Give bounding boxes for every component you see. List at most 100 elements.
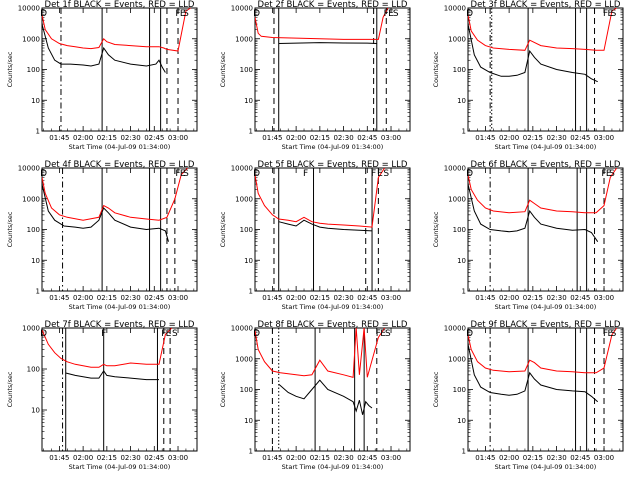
y-tick-label: 10 — [244, 257, 253, 265]
saa-marker-label: D — [40, 329, 47, 339]
detector-panel-6: Det 6f BLACK = Events, RED = LLD 1 10 100 10… — [432, 160, 624, 311]
x-tick-label: 03:00 — [168, 454, 188, 462]
event-rate-line — [468, 183, 599, 242]
x-tick-label: 02:30 — [333, 294, 353, 302]
saa-marker-label: D — [466, 329, 473, 339]
x-tick-label: 02:00 — [73, 454, 93, 462]
x-axis-label: Start Time (04-Jul-09 01:34:00) — [69, 463, 171, 471]
x-tick-label: 03:00 — [594, 294, 614, 302]
x-tick-label: 02:00 — [499, 134, 519, 142]
x-tick-label: 01:45 — [49, 134, 69, 142]
saa-marker-label: D — [253, 169, 260, 179]
panel-title: Det 6f BLACK = Events, RED = LLD — [471, 160, 621, 170]
saa-marker-label: D — [253, 329, 260, 339]
x-tick-label: 02:00 — [286, 454, 306, 462]
event-rate-line — [42, 23, 166, 73]
x-tick-label: 01:45 — [475, 294, 495, 302]
saa-marker-label: F — [175, 9, 180, 19]
x-tick-label: 02:30 — [120, 454, 140, 462]
saa-marker-label: S — [383, 169, 389, 179]
y-tick-label: 10 — [31, 407, 40, 415]
x-tick-label: 02:00 — [286, 134, 306, 142]
saa-marker-label: F — [384, 9, 389, 19]
y-tick-label: 100 — [240, 226, 253, 234]
y-axis-label: Counts/sec — [219, 211, 227, 247]
y-tick-label: 1 — [462, 448, 466, 456]
y-tick-label: 10 — [457, 417, 466, 425]
lld-rate-line — [255, 168, 386, 228]
saa-marker-label: F — [175, 169, 180, 179]
y-tick-label: 1 — [36, 288, 40, 296]
y-axis-label: Counts/sec — [219, 51, 227, 87]
y-tick-label: 1 — [462, 288, 466, 296]
panel-title: Det 1f BLACK = Events, RED = LLD — [45, 0, 195, 10]
x-tick-label: 02:45 — [570, 454, 590, 462]
saa-marker-label: S — [183, 169, 189, 179]
plot-area — [42, 8, 191, 131]
saa-marker-label: F — [376, 329, 381, 339]
y-tick-label: 10000 — [444, 5, 466, 13]
x-axis-label: Start Time (04-Jul-09 01:34:00) — [282, 143, 384, 151]
plot-frame — [467, 327, 624, 452]
y-tick-label: 100 — [453, 66, 466, 74]
y-tick-label: 10000 — [231, 165, 253, 173]
detector-panel-7: Det 7f BLACK = Events, RED = LLD 10 100 100… — [6, 320, 198, 471]
x-tick-label: 01:45 — [49, 454, 69, 462]
detector-panel-8: Det 8f BLACK = Events, RED = LLD 1 10 100 10… — [219, 320, 411, 471]
plot-frame — [41, 167, 198, 292]
saa-marker-label: D — [40, 9, 47, 19]
x-tick-label: 02:45 — [570, 134, 590, 142]
x-tick-label: 02:30 — [120, 294, 140, 302]
y-tick-label: 10 — [31, 97, 40, 105]
event-rate-line — [65, 370, 159, 381]
saa-marker-label: E — [180, 169, 186, 179]
x-tick-label: 01:45 — [262, 134, 282, 142]
panel-title: Det 8f BLACK = Events, RED = LLD — [258, 320, 408, 330]
x-tick-label: 02:45 — [144, 454, 164, 462]
x-tick-label: 02:00 — [499, 454, 519, 462]
saa-marker-label: D — [466, 169, 473, 179]
y-tick-label: 1 — [462, 128, 466, 136]
x-tick-label: 02:30 — [546, 454, 566, 462]
x-tick-label: 02:15 — [97, 454, 117, 462]
y-tick-label: 1000 — [235, 355, 253, 363]
lld-rate-line — [42, 8, 191, 52]
event-rate-line — [278, 219, 373, 232]
y-tick-label: 10 — [457, 257, 466, 265]
y-tick-label: 100 — [27, 226, 40, 234]
x-tick-label: 01:45 — [475, 454, 495, 462]
event-rate-line — [42, 183, 169, 242]
x-tick-label: 02:00 — [73, 134, 93, 142]
panel-title: Det 5f BLACK = Events, RED = LLD — [258, 160, 408, 170]
detector-panel-9: Det 9f BLACK = Events, RED = LLD 1 10 100 10… — [432, 320, 624, 471]
y-axis-label: Counts/sec — [219, 371, 227, 407]
saa-marker-label: D — [40, 169, 47, 179]
saa-marker-label: E — [608, 329, 614, 339]
y-axis-label: Counts/sec — [6, 371, 14, 407]
saa-marker-label: F — [601, 169, 606, 179]
plot-area — [468, 168, 618, 291]
saa-marker-label: D — [466, 9, 473, 19]
saa-marker-label: S — [183, 9, 189, 19]
y-tick-label: 10000 — [231, 325, 253, 333]
x-axis-label: Start Time (04-Jul-09 01:34:00) — [282, 463, 384, 471]
y-tick-label: 10000 — [444, 165, 466, 173]
y-tick-label: 1000 — [22, 325, 40, 333]
event-rate-line — [278, 379, 373, 415]
y-axis-label: Counts/sec — [432, 211, 440, 247]
x-tick-label: 01:45 — [49, 294, 69, 302]
panel-title: Det 9f BLACK = Events, RED = LLD — [471, 320, 621, 330]
y-tick-label: 100 — [240, 66, 253, 74]
detector-panel-3: Det 3f BLACK = Events, RED = LLD 1 10 100 10… — [432, 0, 624, 151]
saa-marker-label: S — [385, 329, 391, 339]
x-tick-label: 02:15 — [310, 134, 330, 142]
x-tick-label: 02:00 — [286, 294, 306, 302]
lld-rate-line — [468, 8, 617, 51]
x-tick-label: 02:15 — [97, 134, 117, 142]
y-tick-label: 10 — [244, 97, 253, 105]
y-tick-label: 1000 — [448, 195, 466, 203]
x-tick-label: 01:45 — [475, 134, 495, 142]
panel-title: Det 4f BLACK = Events, RED = LLD — [45, 160, 195, 170]
x-tick-label: 02:00 — [499, 294, 519, 302]
y-tick-label: 1 — [36, 128, 40, 136]
